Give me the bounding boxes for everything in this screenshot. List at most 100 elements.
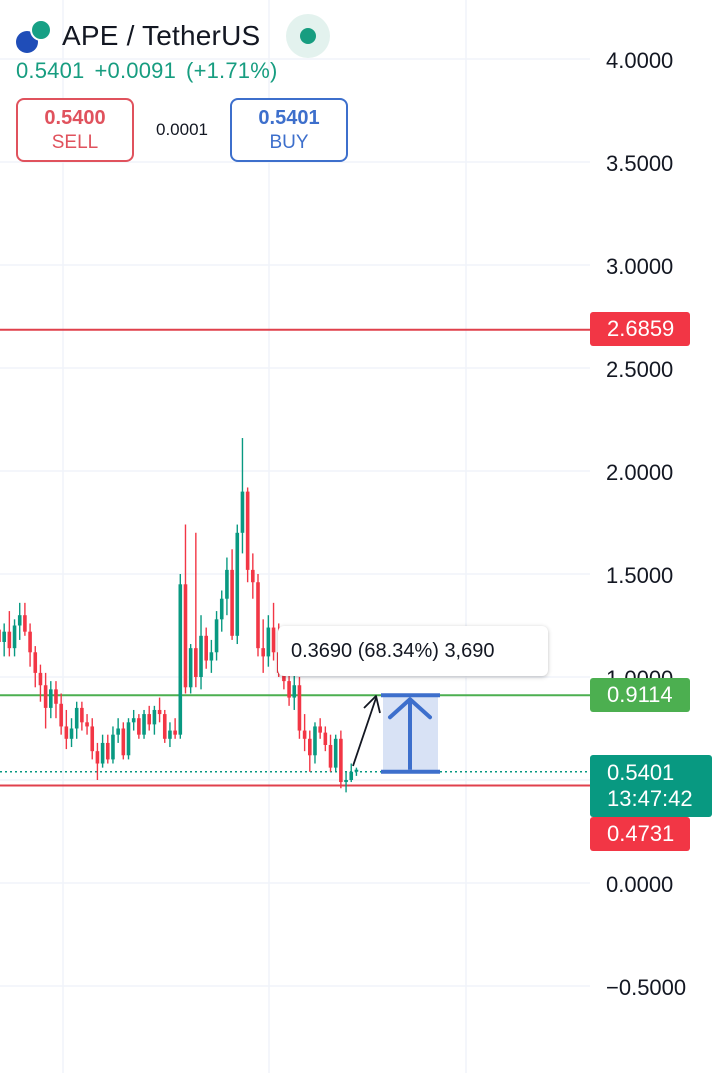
candle-body <box>111 734 115 760</box>
measure-tooltip: 0.3690 (68.34%) 3,690 <box>278 626 548 676</box>
sell-label: SELL <box>51 131 99 153</box>
y-tick-label: 2.5000 <box>606 357 674 382</box>
price-row: 0.5401 +0.0091 (+1.71%) <box>16 58 348 84</box>
market-status-button[interactable] <box>286 14 331 58</box>
candle-body <box>64 726 69 739</box>
annotation-arrow-head-icon <box>363 695 381 714</box>
candle-body <box>54 689 58 704</box>
y-tick-label: 2.0000 <box>606 460 674 485</box>
candle-body <box>297 685 302 731</box>
y-tick-label: 4.0000 <box>606 48 674 73</box>
candle-body <box>121 728 126 756</box>
candle-body <box>147 714 152 725</box>
y-tick-label: 3.0000 <box>606 254 674 279</box>
candle-body <box>157 709 162 715</box>
current-price-value: 0.5401 <box>607 760 675 785</box>
candle-body <box>142 714 146 735</box>
symbol-title[interactable]: APE / TetherUS <box>62 20 261 51</box>
chart-grid <box>0 0 590 1073</box>
measure-tool[interactable] <box>352 693 440 774</box>
candle-body <box>7 631 12 649</box>
candle-body <box>245 491 250 570</box>
market-open-dot-icon <box>300 28 317 44</box>
candle-body <box>80 707 84 723</box>
sell-button[interactable]: 0.5400 SELL <box>16 98 134 162</box>
candle-body <box>235 532 240 636</box>
candle-body <box>168 730 172 739</box>
candle-body <box>33 652 38 673</box>
y-tick-label: 1.5000 <box>606 563 674 588</box>
candle-body <box>219 598 224 620</box>
candle-body <box>188 648 193 688</box>
buy-button[interactable]: 0.5401 BUY <box>230 98 348 162</box>
symbol-header: APE / TetherUS 0.5401 +0.0091 (+1.71%) 0.5… <box>16 14 348 162</box>
upper-line-price-tag[interactable]: 2.6859 <box>590 312 690 346</box>
candle-body <box>333 738 338 768</box>
y-tick-label: −0.5000 <box>606 975 687 1000</box>
candle-body <box>240 491 245 533</box>
candle-body <box>230 569 234 636</box>
candle-body <box>95 751 100 764</box>
candle-body <box>131 718 136 723</box>
candle-body <box>43 685 48 708</box>
ape-coin-icon <box>16 19 52 53</box>
candle-body <box>126 722 131 756</box>
price-change: +0.0091 <box>94 58 177 83</box>
candle-body <box>313 726 317 756</box>
candle-body <box>282 672 286 682</box>
candle-body <box>302 730 307 739</box>
horizontal-lines <box>0 328 590 787</box>
candle-body <box>204 635 208 661</box>
current-price-tag: 0.5401 13:47:42 <box>590 755 712 817</box>
candle-body <box>209 652 214 661</box>
candle-body <box>339 738 343 783</box>
candle-body <box>354 769 359 772</box>
candle-body <box>173 730 177 735</box>
candle-body <box>199 635 203 677</box>
candle-countdown: 13:47:42 <box>607 786 693 811</box>
candle-body <box>194 648 198 677</box>
candle-body <box>349 771 354 780</box>
candle-body <box>116 728 120 735</box>
candle-body <box>261 648 265 657</box>
buy-label: BUY <box>269 131 309 153</box>
candle-body <box>178 584 183 735</box>
candle-body <box>292 685 297 698</box>
candle-body <box>318 726 322 733</box>
measure-arrow-icon <box>388 697 432 720</box>
candle-body <box>308 738 312 756</box>
price-change-pct: (+1.71%) <box>186 58 278 83</box>
candle-body <box>271 627 276 653</box>
candle-body <box>266 627 271 657</box>
candle-body <box>225 569 229 599</box>
candle-body <box>0 629 1 642</box>
candle-body <box>251 569 255 583</box>
candle-body <box>100 742 105 764</box>
candle-body <box>323 732 328 745</box>
candles <box>0 438 359 793</box>
target-line-price-tag[interactable]: 0.9114 <box>590 678 690 712</box>
y-tick-label: 3.5000 <box>606 151 674 176</box>
annotation-arrow-line <box>352 697 377 767</box>
candle-body <box>183 584 188 688</box>
sell-price: 0.5400 <box>44 106 106 129</box>
candle-body <box>256 582 260 649</box>
candle-body <box>105 742 110 760</box>
candle-body <box>85 722 89 727</box>
candle-body <box>38 672 43 686</box>
candle-body <box>49 689 53 708</box>
y-tick-label: 0.0000 <box>606 872 674 897</box>
candle-body <box>152 709 157 725</box>
candle-body <box>214 619 219 653</box>
buy-price: 0.5401 <box>258 106 320 129</box>
last-price: 0.5401 <box>16 58 85 83</box>
candle-body <box>137 718 141 735</box>
spread-value: 0.0001 <box>156 120 208 139</box>
candle-body <box>12 625 17 649</box>
candle-body <box>69 728 74 739</box>
candle-body <box>328 744 333 768</box>
candle-body <box>344 780 348 783</box>
candle-body <box>2 631 6 642</box>
lower-line-price-tag[interactable]: 0.4731 <box>590 817 690 851</box>
